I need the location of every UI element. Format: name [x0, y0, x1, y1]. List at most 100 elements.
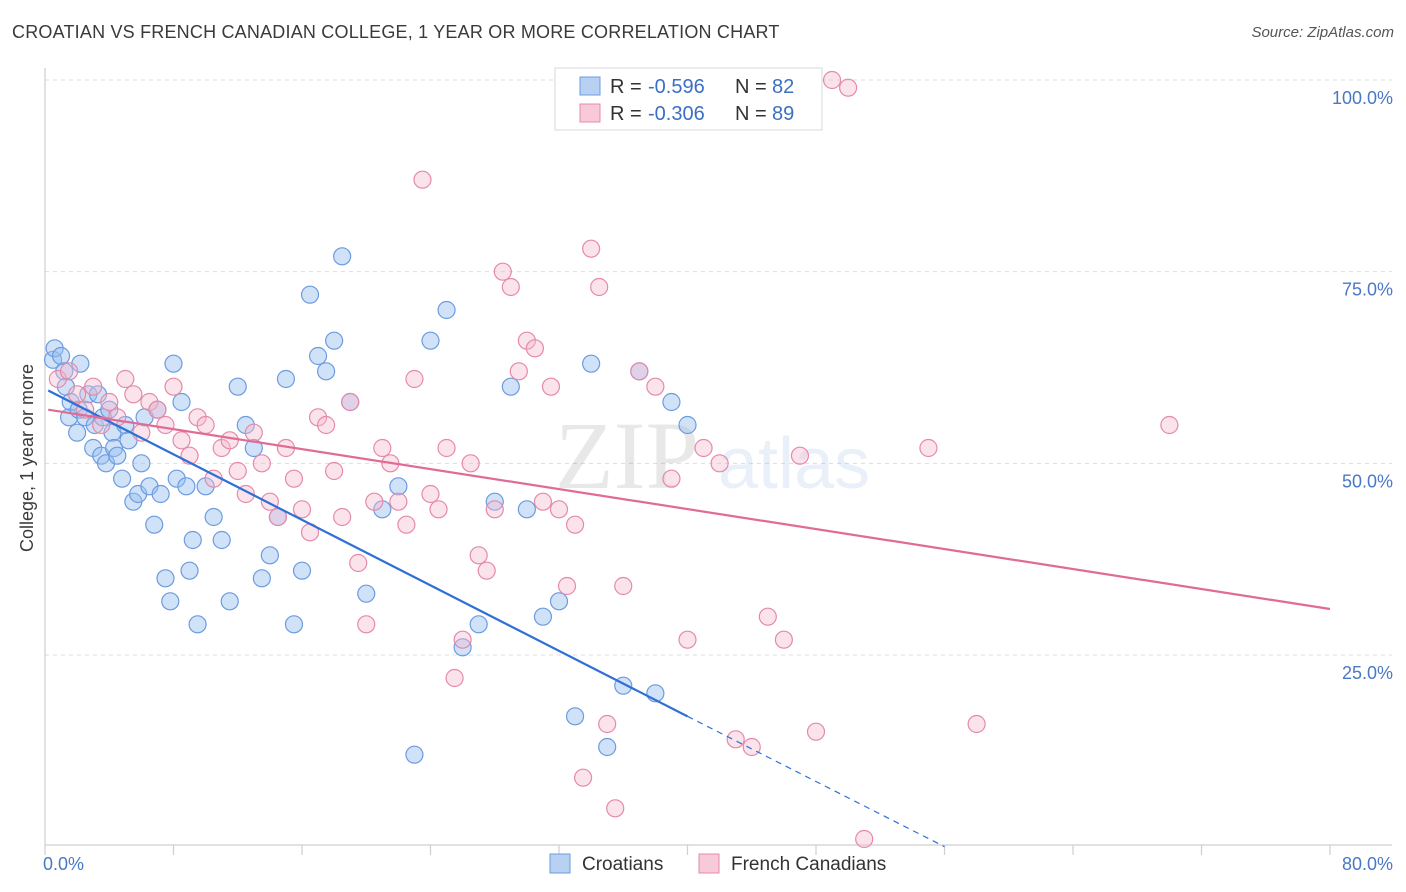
croatian-point — [156, 569, 175, 588]
french-canadian-point — [397, 515, 416, 534]
french-canadian-point — [501, 277, 520, 297]
french-canadian-point — [469, 546, 488, 565]
french-canadians-points — [48, 70, 1179, 849]
legend-swatch-french-canadians — [579, 103, 601, 123]
croatian-point — [549, 592, 569, 611]
french-canadian-point — [124, 385, 143, 404]
croatian-point — [172, 392, 191, 412]
croatian-point — [308, 346, 328, 366]
french-canadian-point — [590, 277, 609, 297]
french-canadian-point — [405, 369, 424, 389]
croatian-point — [300, 285, 320, 304]
french-canadian-point — [196, 415, 215, 435]
french-canadian-point — [694, 438, 713, 458]
croatian-point — [437, 300, 456, 320]
french-canadian-point — [325, 461, 344, 481]
y-tick-label: 100.0% — [1332, 88, 1393, 108]
watermark-atlas: atlas — [718, 424, 870, 504]
axes — [44, 68, 1392, 855]
croatian-point — [565, 707, 585, 726]
croatian-point — [244, 438, 263, 458]
french-canadian-point — [148, 400, 167, 419]
bottom-legend-swatch-croatians — [549, 853, 571, 874]
croatian-point — [161, 592, 180, 611]
french-canadian-point — [156, 415, 175, 435]
croatian-point — [333, 247, 352, 266]
french-canadian-point — [164, 377, 183, 396]
french-canadian-point — [389, 492, 408, 511]
legend-n-value-french-canadians: 89 — [772, 103, 794, 125]
french-canadian-point — [855, 829, 874, 849]
croatians-trend-line — [47, 389, 688, 718]
croatian-point — [292, 561, 312, 580]
croatian-point — [151, 484, 170, 504]
french-canadian-point — [646, 377, 665, 396]
croatian-point — [662, 392, 681, 412]
legend-r-label-2: R = — [610, 103, 642, 125]
source-label: Source: ZipAtlas.com — [1251, 24, 1394, 41]
french-canadian-point — [565, 515, 585, 534]
french-canadian-point — [485, 500, 504, 519]
french-canadian-point — [437, 438, 456, 458]
french-canadian-point — [429, 500, 448, 519]
croatian-point — [108, 446, 127, 465]
french-canadian-point — [413, 170, 432, 189]
french-canadian-point — [349, 553, 368, 573]
french-canadian-point — [341, 392, 360, 412]
french-canadian-point — [822, 70, 842, 90]
croatian-point — [405, 745, 424, 764]
french-canadian-point — [573, 768, 593, 787]
french-canadian-point — [919, 438, 938, 458]
croatian-point — [212, 530, 231, 550]
french-canadian-point — [509, 362, 528, 381]
croatians-points — [43, 247, 697, 764]
french-canadian-point — [493, 262, 512, 281]
french-canadian-point — [839, 78, 858, 97]
y-axis-label: College, 1 year or more — [17, 364, 37, 552]
croatian-point — [228, 377, 247, 396]
french-canadian-point — [549, 500, 569, 519]
croatian-point — [260, 546, 279, 565]
croatian-point — [145, 515, 164, 534]
watermark: ZIP atlas — [555, 402, 870, 509]
croatian-point — [252, 569, 271, 588]
croatian-point — [582, 354, 601, 373]
french-canadian-point — [316, 415, 336, 435]
french-canadian-point — [365, 492, 384, 511]
french-canadian-point — [582, 239, 601, 258]
bottom-legend-croatians: Croatians — [582, 854, 663, 875]
legend-r-value-french-canadians: -0.306 — [648, 103, 705, 125]
french-canadian-point — [967, 714, 986, 734]
legend-r-value-croatians: -0.596 — [648, 76, 705, 98]
croatian-point — [220, 592, 239, 611]
french-canadian-point — [525, 339, 545, 358]
french-canadian-point — [421, 484, 440, 504]
french-canadian-point — [774, 630, 793, 649]
french-canadian-point — [220, 431, 239, 450]
x-tick-label-min: 0.0% — [43, 854, 84, 874]
legend-n-label-2: N = — [735, 103, 767, 125]
croatian-point — [204, 507, 223, 527]
y-tick-label: 75.0% — [1342, 280, 1393, 300]
french-canadian-point — [284, 469, 304, 488]
french-canadian-point — [116, 369, 135, 389]
croatians-trend-extension — [687, 715, 945, 848]
croatian-point — [453, 638, 472, 657]
french-canadian-point — [662, 469, 681, 488]
legend-swatch-croatians — [579, 76, 601, 96]
french-canadian-point — [710, 454, 729, 473]
croatian-point — [485, 492, 504, 511]
croatian-point — [112, 469, 132, 488]
croatian-point — [533, 607, 553, 626]
french-canadian-point — [806, 722, 826, 741]
french-canadian-point — [228, 461, 247, 481]
croatian-point — [188, 615, 207, 634]
french-canadian-point — [68, 385, 87, 404]
legend-box: R = -0.596 N = 82 R = -0.306 N = 89 — [554, 67, 823, 131]
french-canadian-point — [541, 377, 561, 396]
croatian-point — [284, 615, 304, 634]
french-canadian-point — [357, 615, 376, 634]
grid-lines — [45, 79, 1392, 656]
french-canadian-point — [533, 492, 553, 511]
